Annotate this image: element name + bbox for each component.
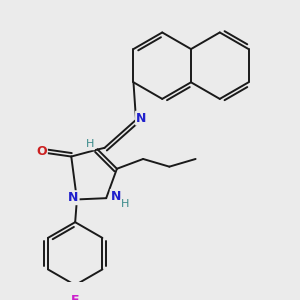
Text: N: N — [68, 191, 79, 204]
Text: F: F — [71, 294, 80, 300]
Text: N: N — [111, 190, 121, 203]
Text: O: O — [36, 146, 47, 158]
Text: H: H — [86, 140, 94, 149]
Text: H: H — [121, 200, 130, 209]
Text: N: N — [136, 112, 146, 124]
